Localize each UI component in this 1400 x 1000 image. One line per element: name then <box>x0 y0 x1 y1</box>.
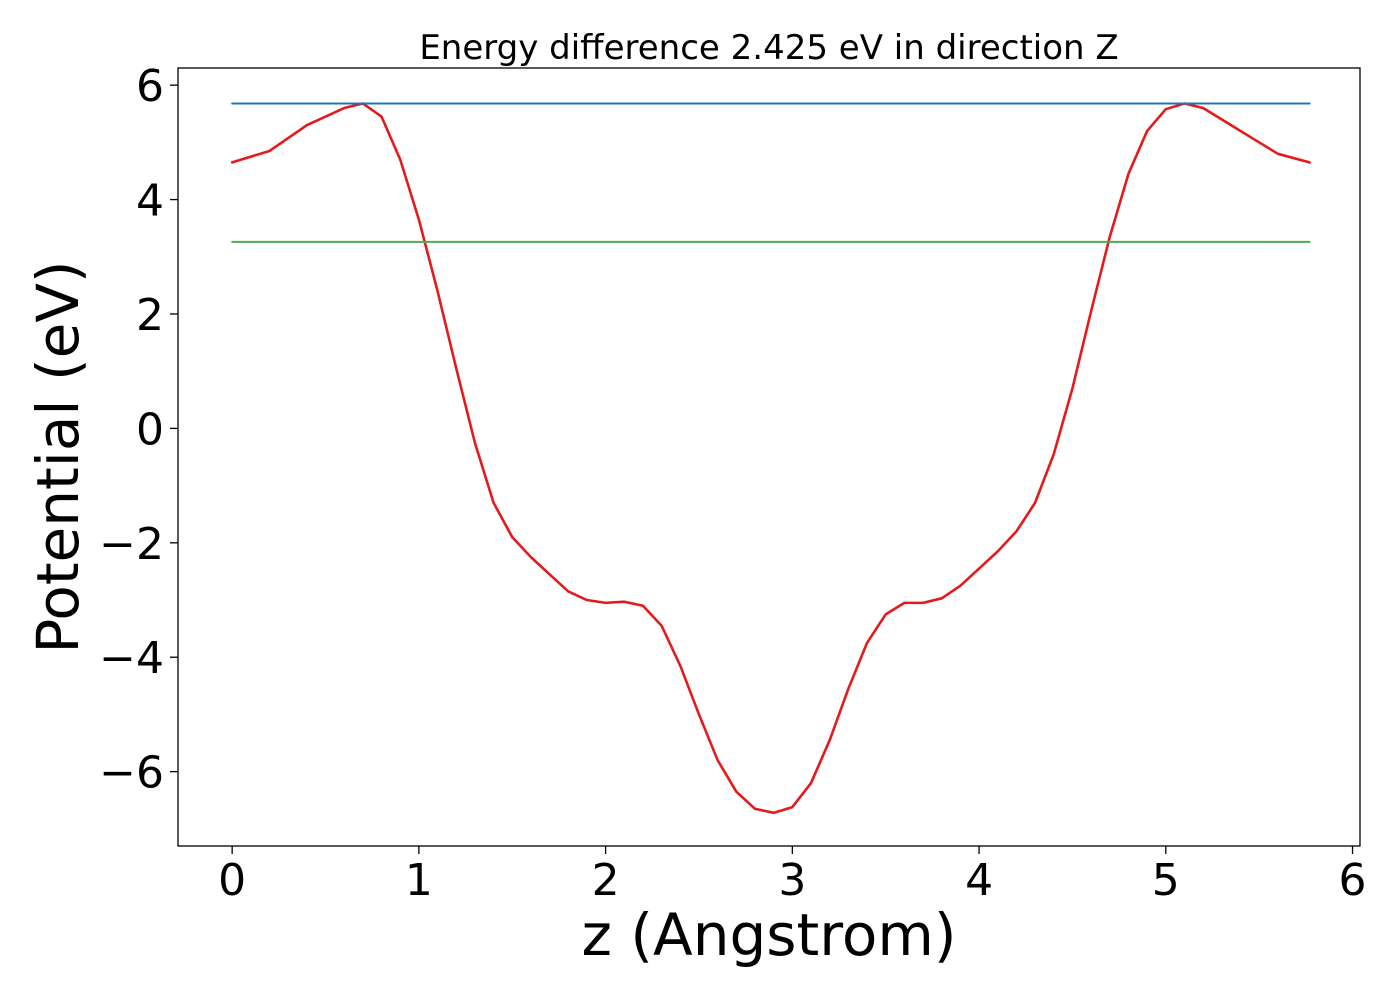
x-tick-label: 3 <box>778 855 806 906</box>
chart-title: Energy difference 2.425 eV in direction … <box>419 28 1118 68</box>
y-tick-label: −6 <box>99 748 164 799</box>
y-tick-label: 0 <box>136 404 164 455</box>
x-tick-label: 2 <box>592 855 620 906</box>
plot-frame <box>177 67 1361 847</box>
x-tick-label: 4 <box>965 855 993 906</box>
series-line-1 <box>230 102 1311 815</box>
y-tick-label: 4 <box>136 176 164 227</box>
y-tick-label: 2 <box>136 290 164 341</box>
y-axis: 6 4 2 0 −2 −4 −6 <box>99 61 178 799</box>
x-tick-label: 6 <box>1339 855 1367 906</box>
x-axis: 0 1 2 3 4 5 6 <box>218 846 1367 906</box>
y-tick-label: −2 <box>99 519 164 570</box>
y-tick-label: 6 <box>136 61 164 112</box>
series-layer <box>230 102 1311 815</box>
x-tick-label: 1 <box>405 855 433 906</box>
x-tick-label: 5 <box>1152 855 1180 906</box>
x-axis-title: z (Angstrom) <box>582 901 957 969</box>
y-tick-label: −4 <box>99 633 164 684</box>
x-tick-label: 0 <box>218 855 246 906</box>
y-axis-title: Potential (eV) <box>24 260 92 653</box>
